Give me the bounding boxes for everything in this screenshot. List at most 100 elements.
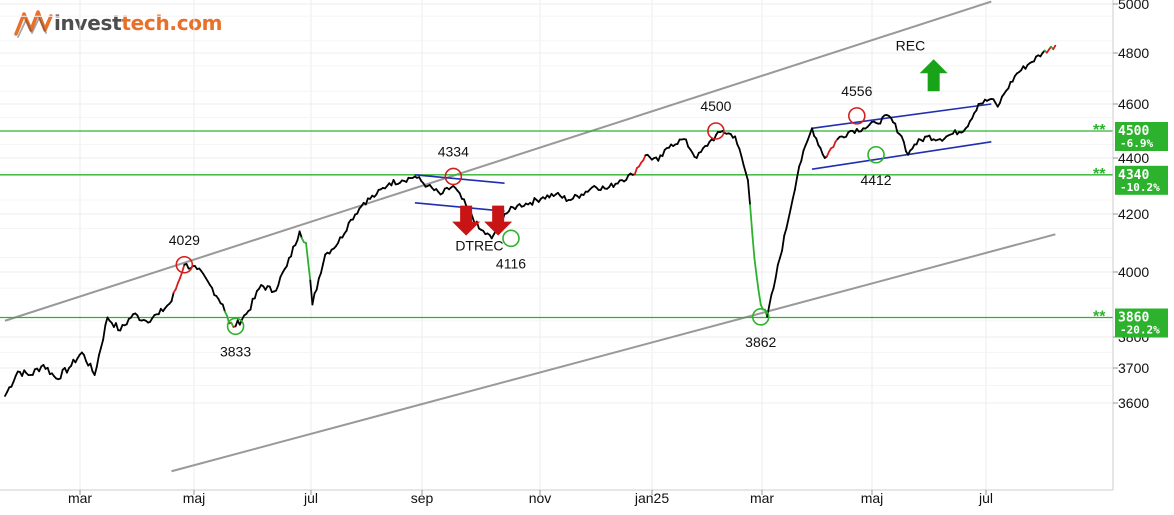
price-line-segment <box>102 324 107 341</box>
signal-arrows: REC <box>452 37 948 236</box>
price-line-segment <box>98 346 102 357</box>
price-line-segment <box>1011 75 1016 83</box>
price-line-segment <box>463 198 468 207</box>
annotation-label: DTREC <box>455 237 503 253</box>
price-line-segment <box>755 274 760 292</box>
y-tick-label: 3700 <box>1118 360 1149 376</box>
price-line-segment <box>531 197 536 206</box>
price-line-segment <box>695 151 700 159</box>
chart-patterns <box>414 103 992 212</box>
price-line-segment <box>364 197 369 206</box>
price-line-segment <box>785 217 790 230</box>
support-tag-box <box>1115 122 1168 151</box>
price-line-segment <box>1052 44 1057 51</box>
price-line-segment <box>277 276 282 287</box>
price-line-segment <box>740 155 745 167</box>
pattern-lower-line <box>811 141 992 170</box>
price-line-segment <box>781 234 786 252</box>
brand-name-prefix: invest <box>54 11 122 35</box>
x-tick-label: mar <box>750 490 774 506</box>
price-line-segment <box>747 179 751 206</box>
channel-line <box>4 0 992 322</box>
price-line-segment <box>900 135 905 143</box>
price-line-segment <box>779 249 783 259</box>
pivot-label: 4334 <box>438 143 469 159</box>
brand-name: investtech.com <box>54 11 223 35</box>
pivot-circle <box>707 122 725 140</box>
y-tick-label: 4600 <box>1118 96 1149 112</box>
price-line-segment <box>275 284 280 292</box>
y-tick-label: 5000 <box>1118 0 1149 12</box>
price-line-segment <box>12 375 17 383</box>
price-line-segment <box>794 176 798 191</box>
x-tick-label: jul <box>978 490 993 506</box>
price-line-segment <box>70 358 75 367</box>
price-line-segment <box>181 263 186 273</box>
x-tick-label: nov <box>529 490 552 506</box>
price-line-segment <box>317 272 322 280</box>
price-line-segment <box>177 277 181 284</box>
support-marker: ** <box>1093 166 1106 183</box>
pivot-label: 4116 <box>496 255 526 271</box>
pivot-circle <box>175 255 194 274</box>
price-line-segment <box>83 354 88 363</box>
support-tag-percent: -20.2% <box>1120 324 1160 337</box>
price-line-segment <box>221 303 226 313</box>
investtech-zigzag-logo-icon <box>14 10 53 38</box>
price-line-segment <box>59 368 64 380</box>
pivot-label: 3862 <box>745 334 776 350</box>
price-line-segment <box>298 230 303 239</box>
x-tick-label: mar <box>68 490 92 506</box>
x-tick-label: sep <box>411 490 434 506</box>
price-line-segment <box>975 103 980 112</box>
pivot-circle <box>444 167 463 186</box>
price-line-segment <box>356 207 361 215</box>
support-marker: ** <box>1093 122 1106 139</box>
support-tag-value: 4340 <box>1118 168 1149 183</box>
pattern-upper-line <box>811 103 992 130</box>
pivot-label: 3833 <box>220 343 251 359</box>
x-tick-label: jul <box>303 490 318 506</box>
investtech-logo[interactable]: investtech.com <box>14 6 223 40</box>
price-line-segment <box>751 231 756 259</box>
price-line-segment <box>115 322 120 332</box>
pattern-upper-line <box>414 174 505 184</box>
price-line-segment <box>800 149 805 162</box>
price-line-segment <box>915 138 920 146</box>
price-line-segment <box>738 147 743 158</box>
price-line-segment <box>998 95 1003 105</box>
price-line-segment <box>787 208 792 220</box>
support-tag-value: 3860 <box>1118 311 1149 326</box>
price-line-segment <box>806 133 811 142</box>
price-line-segment <box>753 256 758 276</box>
pivot-circle <box>848 107 866 125</box>
price-line-segment <box>174 282 179 291</box>
price-line-segment <box>211 286 216 296</box>
support-marker: ** <box>1093 309 1106 326</box>
sell-signal-arrow <box>452 205 481 236</box>
price-line-segment <box>757 289 762 306</box>
chart-grid <box>0 0 1113 490</box>
price-line-segment <box>685 138 690 148</box>
price-line-segment <box>93 365 98 376</box>
y-tick-label: 4200 <box>1118 206 1149 222</box>
price-line-segment <box>119 324 124 332</box>
price-line-segment <box>657 154 662 162</box>
price-line-segment <box>309 279 314 306</box>
price-line-segment <box>285 257 290 268</box>
price-line-segment <box>971 112 976 120</box>
price-line-segment <box>772 276 777 290</box>
price-line-segment <box>104 316 109 327</box>
sell-signal-arrow <box>484 205 513 236</box>
price-line-segment <box>798 159 803 168</box>
chart-axes: marmajjulsepnovjan25marmajjul36003700380… <box>0 0 1168 506</box>
brand-name-suffix: tech.com <box>121 11 223 35</box>
price-line-segment <box>768 293 773 307</box>
price-series <box>4 44 1057 397</box>
price-line-segment <box>10 380 15 388</box>
price-line-segment <box>290 245 295 258</box>
price-line-segment <box>774 263 779 279</box>
price-line-segment <box>46 366 51 376</box>
price-line-segment <box>789 197 794 210</box>
